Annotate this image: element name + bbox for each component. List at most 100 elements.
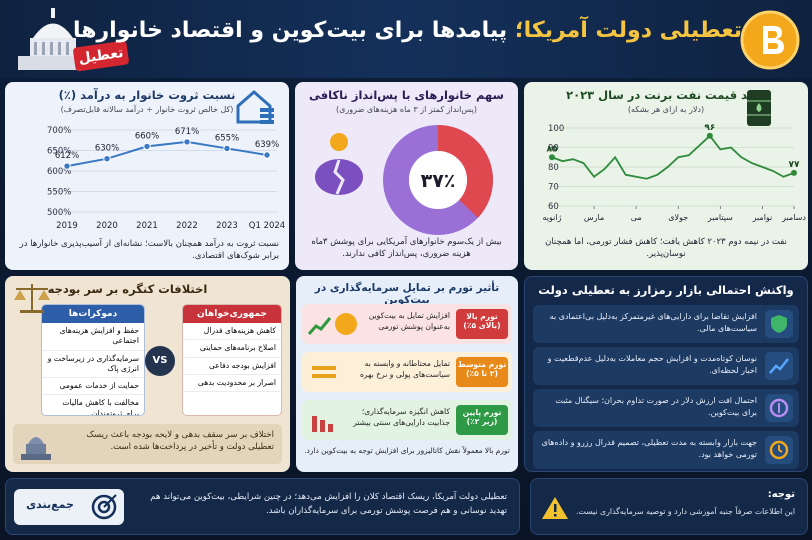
republicans-box: جمهوری‌خواهان کاهش هزینه‌های فدرال اصلاح… (182, 304, 282, 416)
panel-title: سهم خانوارهای با پس‌انداز ناکافی (309, 88, 504, 102)
annotation-label: ۸۵ (547, 144, 558, 154)
point (103, 155, 111, 163)
congress-footer: اختلاف بر سر سقف بدهی و لایحه بودجه باعث… (13, 424, 282, 464)
y-tick-label: 100 (548, 124, 564, 134)
panel-subtitle: (کل خالص ثروت خانوار ÷ درآمد سالانه قابل… (60, 105, 234, 114)
value-label: 612% (55, 151, 79, 161)
x-tick-label: ژانویه (543, 213, 562, 222)
market-row: جهت بازار وابسته به مدت تعطیلی، تصمیم فد… (533, 431, 799, 469)
panel-note: نسبت ثروت به درآمد همچنان بالاست؛ نشانه‌… (19, 239, 279, 262)
barrel-icon (747, 90, 771, 126)
wealth-chart: 500% 550% 600% 650% 700% 612% 2019 630% 2020 660%… (47, 126, 285, 231)
inflation-row: تورم پایین (زیر ۲٪) کاهش انگیزه سرمایه‌گ… (302, 400, 512, 440)
chart-icon (769, 358, 789, 374)
x-tick-label: مارس (584, 213, 604, 222)
level-label: تورم پایین (زیر ۲٪) (456, 405, 508, 435)
annotation-point (791, 169, 797, 176)
oil-chart: 60 70 80 90 100 ژانویه مارس می جولای سپتامبر نوامب… (543, 123, 807, 222)
title-rest: پیامدها برای بیت‌کوین و اقتصاد خانوارها (73, 18, 508, 43)
level-label: تورم متوسط (۲ تا ۵٪) (456, 357, 508, 387)
x-tick-label: 2021 (136, 221, 158, 231)
y-tick-label: 600% (47, 167, 71, 177)
market-panel: واکنش احتمالی بازار رمزارز به تعطیلی دول… (524, 276, 808, 472)
panel-note: نفت در نیمه دوم ۲۰۲۳ کاهش یافت؛ کاهش فشا… (545, 237, 787, 260)
x-tick-label: 2020 (96, 221, 118, 231)
row-text: نوسان کوتاه‌مدت و افزایش حجم معاملات به‌… (547, 354, 757, 375)
notice-title: توجه: (767, 489, 795, 500)
y-tick-label: 80 (548, 163, 559, 173)
y-tick-label: 60 (548, 202, 559, 212)
panel-subtitle: (دلار به ازای هر بشکه) (627, 105, 705, 114)
piggy-icon (315, 133, 363, 195)
market-row: نوسان کوتاه‌مدت و افزایش حجم معاملات به‌… (533, 347, 799, 385)
donut-chart: ۳۷٪ (383, 125, 493, 235)
annotation-point (549, 154, 555, 161)
panel-title: اختلافات کنگره بر سر بودجه (47, 282, 208, 296)
value-label: 639% (255, 140, 279, 150)
point (63, 162, 71, 170)
x-tick-label: دسامبر (781, 213, 806, 222)
value-label: 671% (175, 127, 199, 137)
header-title: تعطیلی دولت آمریکا؛ پیامدها برای بیت‌کوی… (73, 18, 742, 43)
panel-title: روند قیمت نفت برنت در سال ۲۰۲۳ (566, 88, 766, 102)
footnote: تورم بالا معمولاً نقش کاتالیزور برای افز… (304, 446, 510, 455)
row-icon (312, 366, 336, 378)
annotation-label: ۷۷ (789, 160, 800, 170)
summary-title: جمع‌بندی (26, 498, 74, 511)
annotation-point (706, 132, 713, 139)
header (0, 0, 812, 78)
row-text: تمایل محتاطانه و وابسته به سیاست‌های پول… (359, 359, 450, 379)
list-item: مخالفت با کاهش مالیات برای ثروتمندان (42, 395, 144, 415)
coin-icon (769, 398, 789, 418)
donut-label: ۳۷٪ (421, 170, 456, 192)
value-label: 655% (215, 133, 239, 143)
title-highlight: تعطیلی دولت آمریکا؛ (514, 18, 742, 43)
panel-subtitle: (پس‌انداز کمتر از ۳ ماه هزینه‌های ضروری) (336, 105, 477, 114)
point (143, 142, 151, 151)
target-icon (91, 494, 117, 520)
panel-title: تأثیر تورم بر تمایل سرمایه‌گذاری در بیت‌… (314, 282, 500, 306)
inflation-row: تورم متوسط (۲ تا ۵٪) تمایل محتاطانه و وا… (302, 352, 512, 392)
savings-panel: سهم خانوارهای با پس‌انداز ناکافی (پس‌اند… (295, 82, 518, 270)
bitcoin-icon (740, 10, 800, 70)
inflation-row: تورم بالا (بالای ۵٪) افزایش تمایل به بیت… (302, 304, 512, 344)
x-tick-label: سپتامبر (707, 213, 733, 222)
y-tick-label: 650% (47, 147, 71, 157)
y-tick-label: 700% (47, 126, 71, 136)
party-title: جمهوری‌خواهان (183, 305, 281, 323)
democrats-box: دموکرات‌ها حفظ و افزایش هزینه‌های اجتماع… (41, 304, 145, 416)
y-tick-label: 500% (47, 208, 71, 218)
summary-text: تعطیلی دولت آمریکا، ریسک اقتصاد کلان را … (150, 492, 507, 516)
x-tick-label: 2023 (216, 221, 238, 231)
x-tick-label: 2019 (56, 221, 78, 231)
list-item: حمایت از خدمات عمومی (42, 378, 144, 396)
market-row: احتمال افت ارزش دلار در صورت تداوم بحران… (533, 389, 799, 427)
y-tick-label: 550% (47, 188, 71, 198)
capitol-icon (18, 8, 88, 70)
notice-panel: توجه: این اطلاعات صرفاً جنبه آموزشی دارد… (530, 478, 808, 535)
list-item: حفظ و افزایش هزینه‌های اجتماعی (42, 323, 144, 351)
oil-panel: روند قیمت نفت برنت در سال ۲۰۲۳ (دلار به … (524, 82, 808, 270)
row-text: احتمال افت ارزش دلار در صورت تداوم بحران… (555, 396, 757, 417)
panel-title: واکنش احتمالی بازار رمزارز به تعطیلی دول… (538, 283, 794, 297)
x-tick-label: 2024 Q1 (249, 221, 285, 231)
y-tick-label: 90 (548, 144, 559, 154)
capitol-small-icon (21, 437, 51, 460)
inflation-panel: تأثیر تورم بر تمایل سرمایه‌گذاری در بیت‌… (296, 276, 518, 472)
shield-icon (771, 315, 787, 333)
summary-panel: جمع‌بندی تعطیلی دولت آمریکا، ریسک اقتصاد… (5, 478, 520, 535)
notice-text: این اطلاعات صرفاً جنبه آموزشی دارد و توص… (575, 507, 795, 516)
line (66, 140, 268, 168)
clock-icon (769, 440, 789, 460)
point (223, 144, 231, 153)
row-icon (312, 416, 333, 432)
row-icon-bg (765, 352, 793, 380)
x-tick-label: نوامبر (752, 213, 773, 222)
y-tick-label: 70 (548, 183, 559, 193)
list-item: اصرار بر محدودیت بدهی (183, 375, 281, 392)
row-text: افزایش تمایل به بیت‌کوین به‌عنوان پوشش ت… (368, 311, 450, 331)
value-label: 630% (95, 144, 119, 154)
donut-segment (383, 125, 493, 235)
wealth-panel: نسبت ثروت خانوار به درآمد (٪) (کل خالص ث… (5, 82, 289, 270)
